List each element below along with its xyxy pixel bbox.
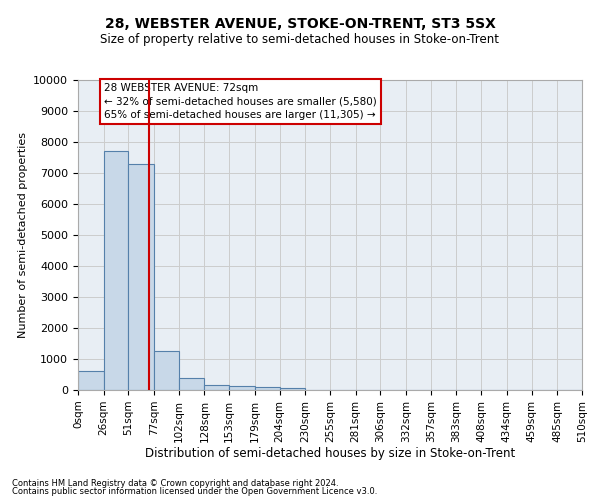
X-axis label: Distribution of semi-detached houses by size in Stoke-on-Trent: Distribution of semi-detached houses by … — [145, 448, 515, 460]
Bar — [154, 351, 179, 390]
Y-axis label: Number of semi-detached properties: Number of semi-detached properties — [18, 132, 28, 338]
Bar — [205, 386, 229, 390]
Bar — [179, 378, 205, 390]
Bar — [78, 372, 104, 390]
Bar — [128, 164, 154, 390]
Text: Contains public sector information licensed under the Open Government Licence v3: Contains public sector information licen… — [12, 487, 377, 496]
Text: 28 WEBSTER AVENUE: 72sqm
← 32% of semi-detached houses are smaller (5,580)
65% o: 28 WEBSTER AVENUE: 72sqm ← 32% of semi-d… — [104, 83, 376, 120]
Bar — [280, 388, 305, 390]
Bar — [229, 386, 255, 390]
Text: Contains HM Land Registry data © Crown copyright and database right 2024.: Contains HM Land Registry data © Crown c… — [12, 478, 338, 488]
Text: 28, WEBSTER AVENUE, STOKE-ON-TRENT, ST3 5SX: 28, WEBSTER AVENUE, STOKE-ON-TRENT, ST3 … — [104, 18, 496, 32]
Bar — [255, 387, 280, 390]
Text: Size of property relative to semi-detached houses in Stoke-on-Trent: Size of property relative to semi-detach… — [101, 32, 499, 46]
Bar — [104, 152, 128, 390]
